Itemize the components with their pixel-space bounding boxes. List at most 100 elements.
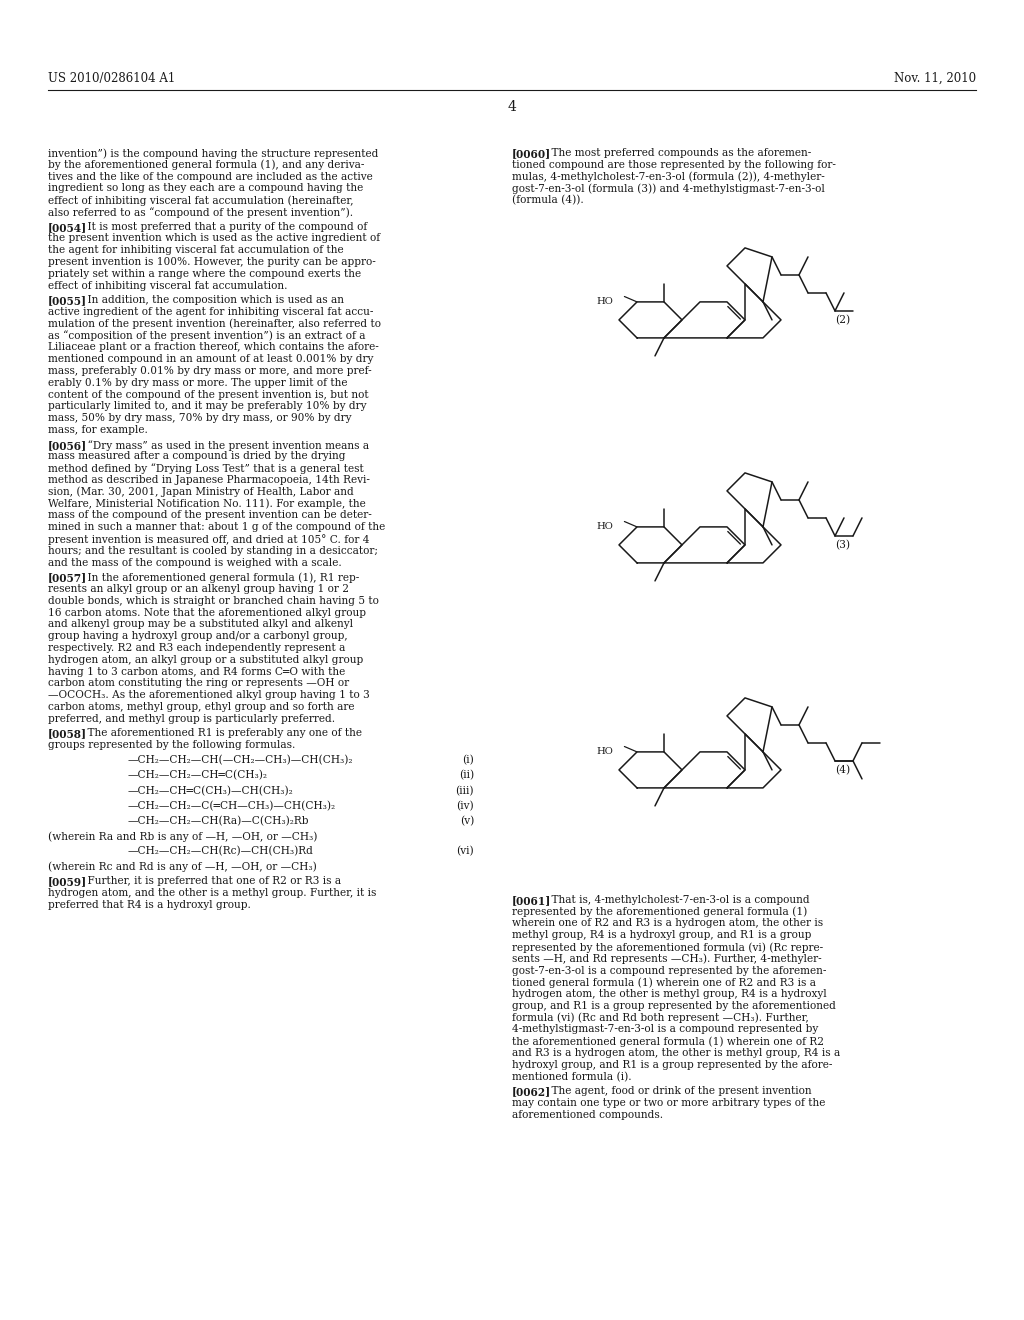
Text: tioned general formula (1) wherein one of R2 and R3 is a: tioned general formula (1) wherein one o… <box>512 977 816 987</box>
Text: represented by the aforementioned formula (vi) (Rc repre-: represented by the aforementioned formul… <box>512 942 823 953</box>
Text: group having a hydroxyl group and/or a carbonyl group,: group having a hydroxyl group and/or a c… <box>48 631 347 642</box>
Text: [0056]: [0056] <box>48 440 87 450</box>
Text: —CH₂—CH₂—CH(—CH₂—CH₃)—CH(CH₃)₂: —CH₂—CH₂—CH(—CH₂—CH₃)—CH(CH₃)₂ <box>128 755 353 766</box>
Text: tives and the like of the compound are included as the active: tives and the like of the compound are i… <box>48 172 373 182</box>
Text: (4): (4) <box>835 764 850 775</box>
Text: mentioned formula (i).: mentioned formula (i). <box>512 1072 632 1082</box>
Text: Welfare, Ministerial Notification No. 111). For example, the: Welfare, Ministerial Notification No. 11… <box>48 499 366 510</box>
Text: also referred to as “compound of the present invention”).: also referred to as “compound of the pre… <box>48 207 353 218</box>
Text: HO: HO <box>597 747 613 756</box>
Text: In addition, the composition which is used as an: In addition, the composition which is us… <box>75 296 344 305</box>
Text: priately set within a range where the compound exerts the: priately set within a range where the co… <box>48 269 361 279</box>
Text: particularly limited to, and it may be preferably 10% by dry: particularly limited to, and it may be p… <box>48 401 367 412</box>
Text: —CH₂—CH₂—CH═C(CH₃)₂: —CH₂—CH₂—CH═C(CH₃)₂ <box>128 771 268 780</box>
Text: mass, for example.: mass, for example. <box>48 425 147 434</box>
Text: carbon atom constituting the ring or represents —OH or: carbon atom constituting the ring or rep… <box>48 678 349 688</box>
Text: —OCOCH₃. As the aforementioned alkyl group having 1 to 3: —OCOCH₃. As the aforementioned alkyl gro… <box>48 690 370 700</box>
Text: by the aforementioned general formula (1), and any deriva-: by the aforementioned general formula (1… <box>48 160 365 170</box>
Text: present invention is 100%. However, the purity can be appro-: present invention is 100%. However, the … <box>48 257 376 267</box>
Text: 4-methylstigmast-7-en-3-ol is a compound represented by: 4-methylstigmast-7-en-3-ol is a compound… <box>512 1024 818 1035</box>
Text: as “composition of the present invention”) is an extract of a: as “composition of the present invention… <box>48 331 366 342</box>
Text: [0057]: [0057] <box>48 573 87 583</box>
Text: [0055]: [0055] <box>48 296 87 306</box>
Text: (iv): (iv) <box>457 801 474 812</box>
Text: Nov. 11, 2010: Nov. 11, 2010 <box>894 73 976 84</box>
Text: Further, it is preferred that one of R2 or R3 is a: Further, it is preferred that one of R2 … <box>75 876 342 887</box>
Text: HO: HO <box>597 297 613 306</box>
Text: (ii): (ii) <box>459 771 474 780</box>
Text: mass, 50% by dry mass, 70% by dry mass, or 90% by dry: mass, 50% by dry mass, 70% by dry mass, … <box>48 413 351 424</box>
Text: 4: 4 <box>508 100 516 114</box>
Text: and the mass of the compound is weighed with a scale.: and the mass of the compound is weighed … <box>48 557 342 568</box>
Text: sents —H, and Rd represents —CH₃). Further, 4-methyler-: sents —H, and Rd represents —CH₃). Furth… <box>512 954 821 965</box>
Text: “Dry mass” as used in the present invention means a: “Dry mass” as used in the present invent… <box>75 440 370 450</box>
Text: having 1 to 3 carbon atoms, and R4 forms C═O with the: having 1 to 3 carbon atoms, and R4 forms… <box>48 667 345 677</box>
Text: hydrogen atom, and the other is a methyl group. Further, it is: hydrogen atom, and the other is a methyl… <box>48 888 377 898</box>
Text: effect of inhibiting visceral fat accumulation.: effect of inhibiting visceral fat accumu… <box>48 281 288 290</box>
Text: —CH₂—CH₂—C(═CH—CH₃)—CH(CH₃)₂: —CH₂—CH₂—C(═CH—CH₃)—CH(CH₃)₂ <box>128 801 336 812</box>
Text: preferred, and methyl group is particularly preferred.: preferred, and methyl group is particula… <box>48 714 335 723</box>
Text: —CH₂—CH═C(CH₃)—CH(CH₃)₂: —CH₂—CH═C(CH₃)—CH(CH₃)₂ <box>128 785 294 796</box>
Text: sion, (Mar. 30, 2001, Japan Ministry of Health, Labor and: sion, (Mar. 30, 2001, Japan Ministry of … <box>48 487 353 498</box>
Text: method defined by “Drying Loss Test” that is a general test: method defined by “Drying Loss Test” tha… <box>48 463 364 474</box>
Text: It is most preferred that a purity of the compound of: It is most preferred that a purity of th… <box>75 222 368 232</box>
Text: (v): (v) <box>460 816 474 826</box>
Text: [0054]: [0054] <box>48 222 87 232</box>
Text: hydroxyl group, and R1 is a group represented by the afore-: hydroxyl group, and R1 is a group repres… <box>512 1060 833 1069</box>
Text: groups represented by the following formulas.: groups represented by the following form… <box>48 741 295 750</box>
Text: carbon atoms, methyl group, ethyl group and so forth are: carbon atoms, methyl group, ethyl group … <box>48 702 354 711</box>
Text: and alkenyl group may be a substituted alkyl and alkenyl: and alkenyl group may be a substituted a… <box>48 619 353 630</box>
Text: That is, 4-methylcholest-7-en-3-ol is a compound: That is, 4-methylcholest-7-en-3-ol is a … <box>539 895 810 906</box>
Text: —CH₂—CH₂—CH(Ra)—C(CH₃)₂Rb: —CH₂—CH₂—CH(Ra)—C(CH₃)₂Rb <box>128 816 309 826</box>
Text: mulation of the present invention (hereinafter, also referred to: mulation of the present invention (herei… <box>48 319 381 330</box>
Text: active ingredient of the agent for inhibiting visceral fat accu-: active ingredient of the agent for inhib… <box>48 308 374 317</box>
Text: mass of the compound of the present invention can be deter-: mass of the compound of the present inve… <box>48 511 372 520</box>
Text: [0059]: [0059] <box>48 876 87 887</box>
Text: The most preferred compounds as the aforemen-: The most preferred compounds as the afor… <box>539 148 812 158</box>
Text: resents an alkyl group or an alkenyl group having 1 or 2: resents an alkyl group or an alkenyl gro… <box>48 583 349 594</box>
Text: (wherein Rc and Rd is any of —H, —OH, or —CH₃): (wherein Rc and Rd is any of —H, —OH, or… <box>48 862 316 873</box>
Text: The aforementioned R1 is preferably any one of the: The aforementioned R1 is preferably any … <box>75 729 362 738</box>
Text: the agent for inhibiting visceral fat accumulation of the: the agent for inhibiting visceral fat ac… <box>48 246 344 255</box>
Text: [0058]: [0058] <box>48 729 87 739</box>
Text: effect of inhibiting visceral fat accumulation (hereinafter,: effect of inhibiting visceral fat accumu… <box>48 195 353 206</box>
Text: The agent, food or drink of the present invention: The agent, food or drink of the present … <box>539 1086 812 1097</box>
Text: US 2010/0286104 A1: US 2010/0286104 A1 <box>48 73 175 84</box>
Text: double bonds, which is straight or branched chain having 5 to: double bonds, which is straight or branc… <box>48 595 379 606</box>
Text: formula (vi) (Rc and Rd both represent —CH₃). Further,: formula (vi) (Rc and Rd both represent —… <box>512 1012 809 1023</box>
Text: HO: HO <box>597 523 613 532</box>
Text: represented by the aforementioned general formula (1): represented by the aforementioned genera… <box>512 907 807 917</box>
Text: the aforementioned general formula (1) wherein one of R2: the aforementioned general formula (1) w… <box>512 1036 824 1047</box>
Text: 16 carbon atoms. Note that the aforementioned alkyl group: 16 carbon atoms. Note that the aforement… <box>48 607 366 618</box>
Text: (formula (4)).: (formula (4)). <box>512 195 584 206</box>
Text: mined in such a manner that: about 1 g of the compound of the: mined in such a manner that: about 1 g o… <box>48 523 385 532</box>
Text: —CH₂—CH₂—CH(Rc)—CH(CH₃)Rd: —CH₂—CH₂—CH(Rc)—CH(CH₃)Rd <box>128 846 314 857</box>
Text: may contain one type or two or more arbitrary types of the: may contain one type or two or more arbi… <box>512 1098 825 1109</box>
Text: [0062]: [0062] <box>512 1086 551 1097</box>
Text: hydrogen atom, an alkyl group or a substituted alkyl group: hydrogen atom, an alkyl group or a subst… <box>48 655 364 665</box>
Text: wherein one of R2 and R3 is a hydrogen atom, the other is: wherein one of R2 and R3 is a hydrogen a… <box>512 919 823 928</box>
Text: [0061]: [0061] <box>512 895 551 906</box>
Text: aforementioned compounds.: aforementioned compounds. <box>512 1110 664 1119</box>
Text: hours; and the resultant is cooled by standing in a desiccator;: hours; and the resultant is cooled by st… <box>48 545 378 556</box>
Text: gost-7-en-3-ol (formula (3)) and 4-methylstigmast-7-en-3-ol: gost-7-en-3-ol (formula (3)) and 4-methy… <box>512 183 825 194</box>
Text: (2): (2) <box>835 314 850 325</box>
Text: Liliaceae plant or a fraction thereof, which contains the afore-: Liliaceae plant or a fraction thereof, w… <box>48 342 379 352</box>
Text: (vi): (vi) <box>457 846 474 857</box>
Text: (3): (3) <box>835 540 850 550</box>
Text: mass, preferably 0.01% by dry mass or more, and more pref-: mass, preferably 0.01% by dry mass or mo… <box>48 366 372 376</box>
Text: methyl group, R4 is a hydroxyl group, and R1 is a group: methyl group, R4 is a hydroxyl group, an… <box>512 931 811 940</box>
Text: method as described in Japanese Pharmacopoeia, 14th Revi-: method as described in Japanese Pharmaco… <box>48 475 370 484</box>
Text: (wherein Ra and Rb is any of —H, —OH, or —CH₃): (wherein Ra and Rb is any of —H, —OH, or… <box>48 832 317 842</box>
Text: mass measured after a compound is dried by the drying: mass measured after a compound is dried … <box>48 451 345 462</box>
Text: group, and R1 is a group represented by the aforementioned: group, and R1 is a group represented by … <box>512 1001 836 1011</box>
Text: invention”) is the compound having the structure represented: invention”) is the compound having the s… <box>48 148 379 158</box>
Text: gost-7-en-3-ol is a compound represented by the aforemen-: gost-7-en-3-ol is a compound represented… <box>512 965 826 975</box>
Text: mentioned compound in an amount of at least 0.001% by dry: mentioned compound in an amount of at le… <box>48 354 374 364</box>
Text: and R3 is a hydrogen atom, the other is methyl group, R4 is a: and R3 is a hydrogen atom, the other is … <box>512 1048 841 1059</box>
Text: (iii): (iii) <box>456 785 474 796</box>
Text: hydrogen atom, the other is methyl group, R4 is a hydroxyl: hydrogen atom, the other is methyl group… <box>512 989 826 999</box>
Text: present invention is measured off, and dried at 105° C. for 4: present invention is measured off, and d… <box>48 535 370 545</box>
Text: content of the compound of the present invention is, but not: content of the compound of the present i… <box>48 389 369 400</box>
Text: [0060]: [0060] <box>512 148 551 158</box>
